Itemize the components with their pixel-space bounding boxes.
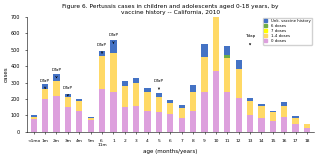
Bar (99, 56, 105, 89)
Bar (247, 101, 253, 115)
Bar (167, 114, 174, 132)
Text: DTaP: DTaP (108, 33, 118, 43)
Bar (247, 98, 253, 101)
Bar (304, 125, 310, 128)
Bar (224, 58, 231, 92)
Bar (224, 46, 231, 55)
Text: DTaP: DTaP (154, 79, 164, 89)
Bar (236, 98, 242, 132)
Bar (293, 125, 299, 132)
Bar (304, 128, 310, 132)
Bar (293, 116, 299, 118)
Bar (258, 104, 265, 106)
Bar (110, 40, 117, 53)
Bar (258, 118, 265, 132)
Y-axis label: cases: cases (4, 67, 9, 82)
Bar (42, 89, 48, 99)
Bar (156, 93, 162, 97)
Text: Tdap: Tdap (245, 34, 255, 45)
Bar (281, 117, 287, 132)
Bar (42, 99, 48, 132)
Bar (213, 5, 219, 10)
Bar (133, 83, 139, 106)
Text: DTaP: DTaP (52, 68, 61, 78)
Bar (304, 124, 310, 125)
Bar (110, 92, 117, 132)
Bar (76, 101, 82, 110)
Bar (213, 10, 219, 71)
Bar (76, 110, 82, 132)
X-axis label: age (months/years): age (months/years) (143, 149, 197, 154)
Bar (122, 81, 128, 86)
Bar (224, 55, 231, 58)
Bar (190, 92, 196, 110)
Bar (76, 99, 82, 101)
Bar (167, 100, 174, 103)
Bar (65, 97, 71, 107)
Bar (133, 106, 139, 132)
Bar (156, 112, 162, 132)
Bar (31, 119, 37, 132)
Bar (236, 60, 242, 69)
Bar (31, 115, 37, 117)
Bar (201, 57, 208, 92)
Bar (258, 106, 265, 118)
Bar (190, 110, 196, 132)
Text: DTaP: DTaP (97, 43, 107, 53)
Bar (201, 44, 208, 57)
Bar (201, 92, 208, 132)
Bar (87, 120, 94, 132)
Bar (213, 71, 219, 132)
Bar (156, 97, 162, 112)
Bar (99, 89, 105, 132)
Bar (270, 110, 276, 112)
Legend: Unk. vaccine history, 6 doses, 7 doses, 1-4 doses, 0 doses: Unk. vaccine history, 6 doses, 7 doses, … (263, 18, 312, 45)
Bar (42, 84, 48, 89)
Bar (122, 107, 128, 132)
Bar (247, 115, 253, 132)
Bar (122, 86, 128, 107)
Bar (236, 69, 242, 98)
Bar (144, 88, 151, 92)
Bar (87, 118, 94, 120)
Bar (144, 92, 151, 110)
Bar (53, 96, 59, 132)
Bar (31, 117, 37, 119)
Bar (99, 51, 105, 56)
Text: DTaP: DTaP (40, 79, 50, 88)
Bar (281, 102, 287, 106)
Bar (293, 118, 299, 125)
Bar (87, 117, 94, 118)
Bar (65, 94, 71, 97)
Bar (281, 106, 287, 117)
Bar (179, 105, 185, 108)
Bar (53, 81, 59, 96)
Bar (270, 112, 276, 121)
Bar (144, 110, 151, 132)
Text: DTaP: DTaP (63, 86, 73, 96)
Bar (65, 107, 71, 132)
Bar (133, 78, 139, 83)
Bar (213, 0, 219, 5)
Bar (179, 108, 185, 118)
Bar (179, 118, 185, 132)
Bar (167, 103, 174, 114)
Title: Figure 6. Pertussis cases in children and adolescents aged 0-18 years, by
vaccin: Figure 6. Pertussis cases in children an… (62, 4, 279, 15)
Bar (270, 121, 276, 132)
Bar (110, 53, 117, 92)
Bar (224, 92, 231, 132)
Bar (53, 74, 59, 81)
Bar (190, 85, 196, 92)
